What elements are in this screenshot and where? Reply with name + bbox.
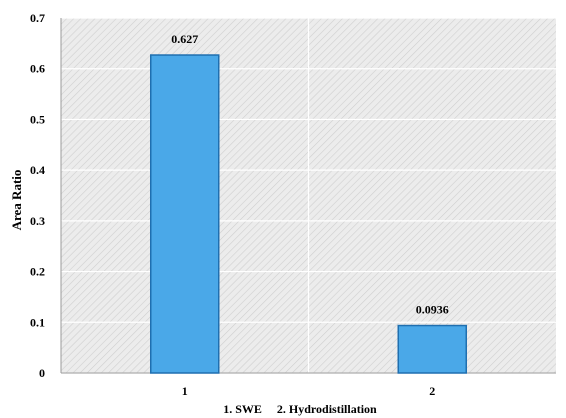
bar [397, 324, 467, 374]
labels: 0 0.1 0.2 0.3 0.4 0.5 0.6 0.7 0.627 1 0.0936 2 [30, 11, 449, 398]
y-tick-label: 0 [39, 366, 45, 380]
y-tick-label: 0.2 [30, 265, 45, 279]
bar [150, 54, 220, 374]
y-tick-label: 0.6 [30, 62, 45, 76]
x-tick-label: 2 [429, 384, 435, 398]
axes [60, 18, 556, 374]
bars [150, 54, 467, 374]
y-tick-label: 0.1 [30, 315, 45, 329]
y-tick-label: 0.7 [30, 11, 45, 25]
y-tick-label: 0.3 [30, 214, 45, 228]
data-label: 0.627 [171, 32, 198, 46]
y-tick-label: 0.4 [30, 163, 45, 177]
x-axis-label: 1. SWE 2. Hydrodistillation [223, 402, 377, 416]
y-tick-label: 0.5 [30, 112, 45, 126]
y-axis-label: Area Ratio [9, 170, 24, 231]
data-label: 0.0936 [416, 303, 449, 317]
x-tick-label: 1 [182, 384, 188, 398]
